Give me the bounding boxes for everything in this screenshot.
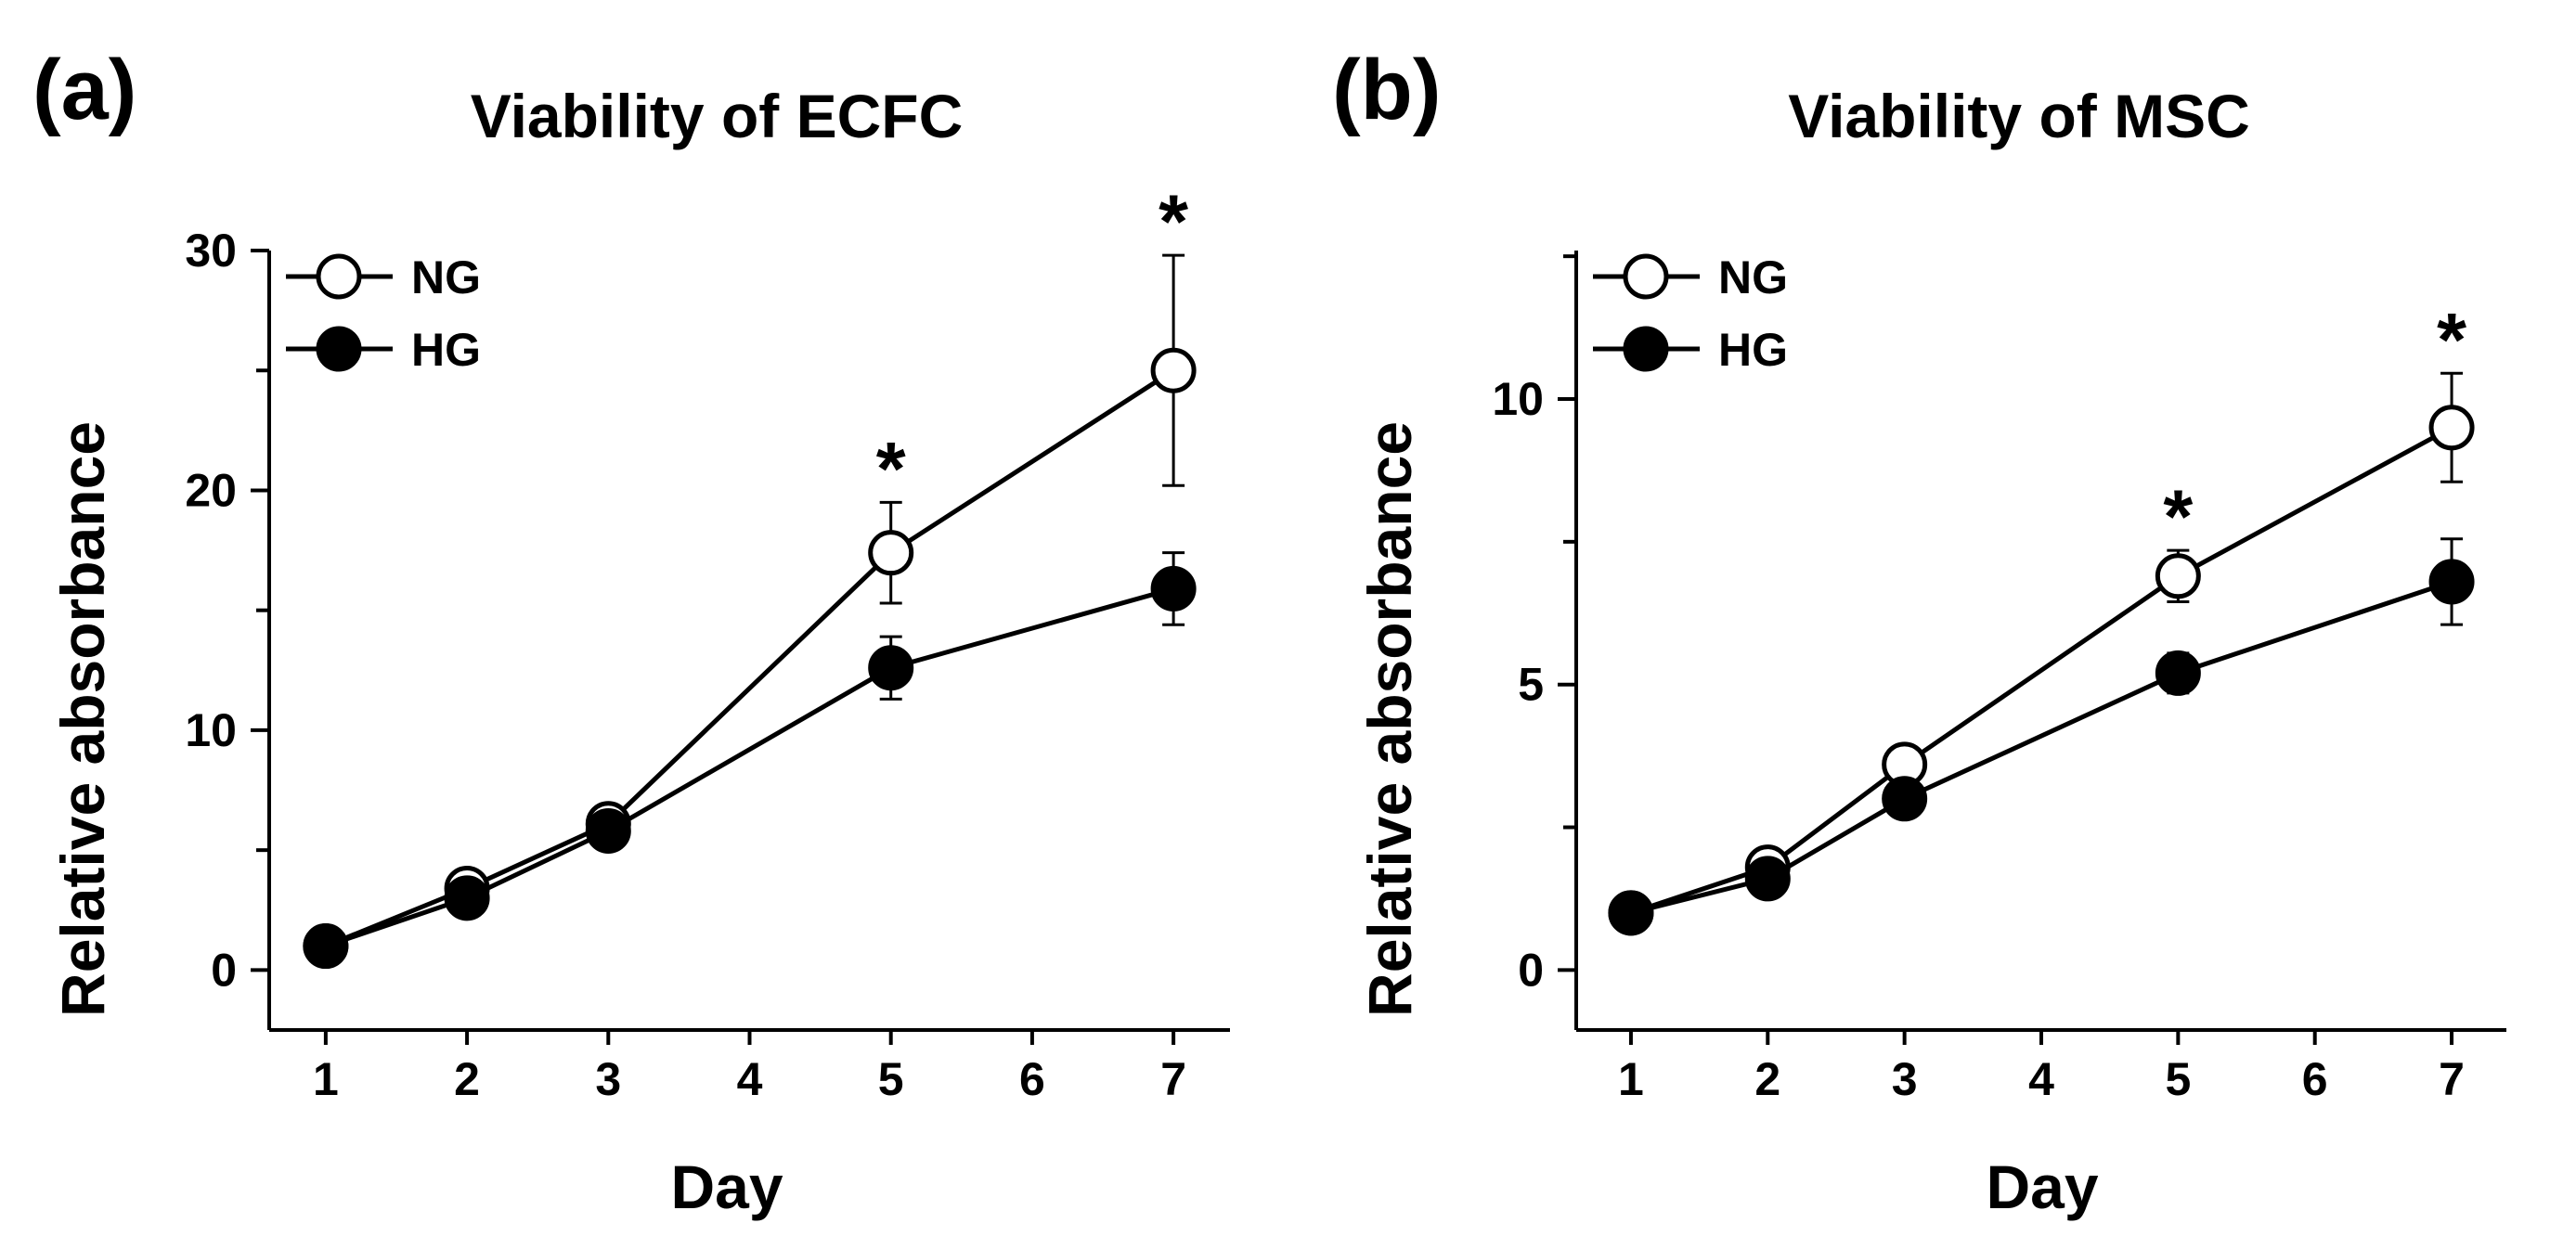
y-axis-label: Relative absorbance	[1355, 421, 1424, 1017]
plot-area: **	[303, 180, 1197, 970]
series-hg	[1608, 537, 2475, 936]
x-tick-label: 5	[878, 1053, 904, 1105]
data-point	[1882, 776, 1928, 822]
y-tick-label: 10	[1492, 373, 1544, 425]
x-tick-label: 7	[1160, 1053, 1186, 1105]
x-tick-label: 1	[1618, 1053, 1644, 1105]
data-point	[1150, 347, 1197, 393]
y-tick-label: 20	[185, 464, 237, 516]
legend: NG HG	[286, 251, 481, 376]
y-tick-label: 5	[1518, 659, 1544, 711]
x-tick-label: 4	[737, 1053, 763, 1105]
y-tick-label: 10	[185, 704, 237, 756]
data-point	[868, 645, 914, 691]
y-tick-label: 0	[1518, 944, 1544, 996]
data-point	[1608, 890, 1654, 936]
data-point	[2428, 405, 2475, 451]
x-tick-label: 4	[2028, 1053, 2054, 1105]
data-point	[1150, 565, 1197, 612]
series-line	[1630, 425, 2453, 916]
x-tick-label: 1	[313, 1053, 339, 1105]
x-tick-label: 7	[2439, 1053, 2465, 1105]
data-point	[585, 807, 631, 854]
legend-label: NG	[411, 251, 481, 303]
chart-title: Viability of ECFC	[471, 82, 964, 150]
x-tick-label: 2	[454, 1053, 480, 1105]
axes: 1 2 3 4 5 6 7 0 10 20 30	[185, 225, 1230, 1105]
data-point	[1744, 856, 1791, 902]
x-tick-label: 6	[1019, 1053, 1045, 1105]
axes: 1 2 3 4 5 6 7 0 5 10	[1492, 251, 2506, 1105]
legend-marker	[1623, 326, 1669, 372]
legend-label: HG	[411, 324, 481, 376]
chart-title: Viability of MSC	[1788, 82, 2250, 150]
legend-marker	[316, 253, 362, 300]
x-tick-label: 3	[1892, 1053, 1918, 1105]
data-point	[2155, 650, 2201, 696]
y-tick-label: 0	[211, 944, 237, 996]
x-tick-label: 5	[2165, 1053, 2191, 1105]
chart-panel-ecfc: (a) Viability of ECFC Day Relative absor…	[32, 43, 1230, 1221]
significance-star: *	[2163, 475, 2193, 560]
legend-label: HG	[1718, 324, 1788, 376]
legend-marker	[1623, 253, 1669, 300]
legend-marker	[316, 326, 362, 372]
series-ng	[1608, 371, 2475, 936]
data-point	[2428, 559, 2475, 605]
x-tick-label: 6	[2302, 1053, 2328, 1105]
chart-panel-msc: (b) Viability of MSC Day Relative absorb…	[1332, 43, 2506, 1221]
x-axis-label: Day	[670, 1152, 783, 1221]
panel-label: (b)	[1332, 43, 1441, 137]
legend: NG HG	[1593, 251, 1788, 376]
significance-star: *	[1159, 180, 1188, 264]
panel-label: (a)	[32, 43, 136, 137]
series-line	[324, 368, 1175, 948]
plot-area: **	[1608, 298, 2475, 936]
significance-star: *	[2437, 298, 2466, 382]
significance-star: *	[876, 427, 906, 511]
data-point	[303, 923, 349, 970]
x-axis-label: Day	[1986, 1152, 2098, 1221]
series-hg	[303, 551, 1197, 970]
x-tick-label: 3	[595, 1053, 621, 1105]
x-tick-label: 2	[1754, 1053, 1780, 1105]
legend-label: NG	[1718, 251, 1788, 303]
data-point	[444, 875, 490, 921]
y-tick-label: 30	[185, 225, 237, 277]
data-point	[2155, 553, 2201, 599]
y-axis-label: Relative absorbance	[48, 421, 117, 1017]
data-point	[868, 530, 914, 576]
